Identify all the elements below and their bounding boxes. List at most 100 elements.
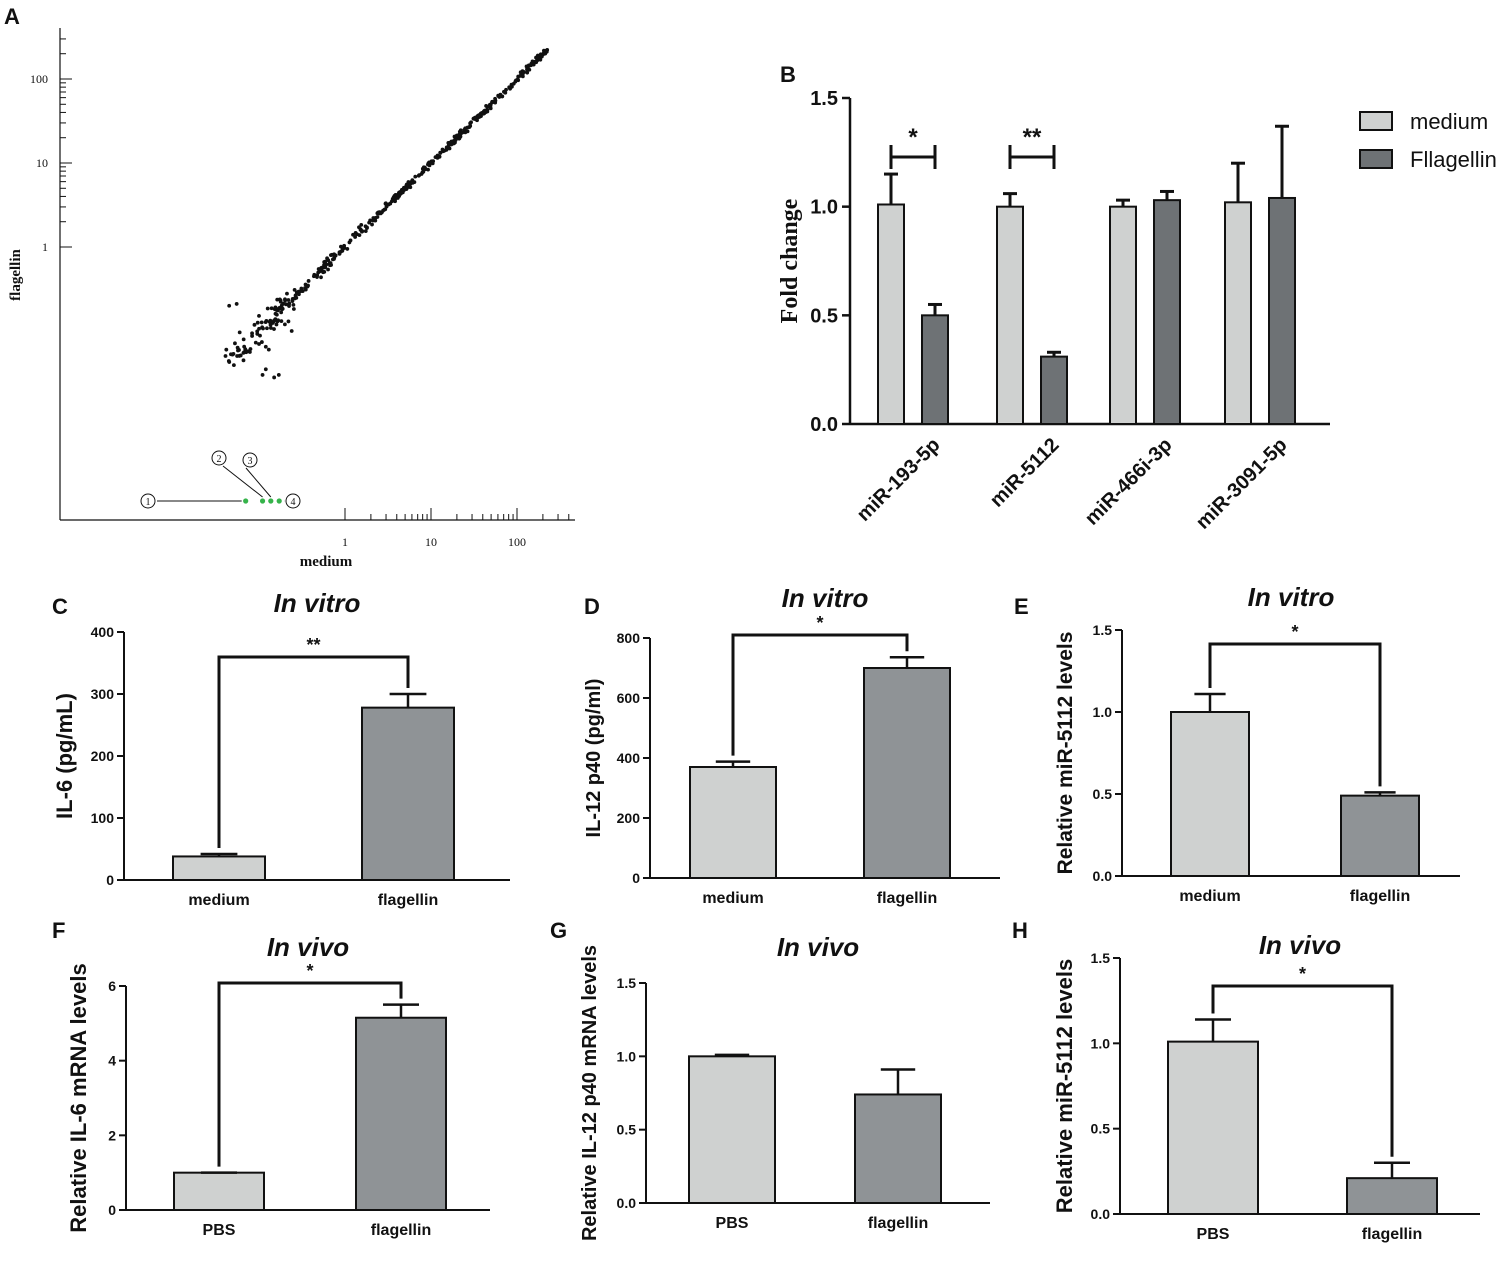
y-tick-label: 800	[617, 630, 641, 646]
scatter-point	[389, 199, 394, 204]
scatter-point-outlier	[266, 347, 271, 352]
significance-marker: *	[908, 124, 918, 151]
scatter-point	[279, 319, 284, 324]
y-tick-label: 4	[108, 1053, 116, 1069]
legend-swatch	[1359, 111, 1393, 131]
x-tick-label: flagellin	[1350, 888, 1410, 905]
scatter-point	[363, 224, 368, 229]
y-tick-label: 400	[91, 624, 115, 640]
scatter-point	[268, 323, 273, 327]
x-tick-label: flagellin	[378, 892, 438, 909]
legend-label: Fllagellin	[1410, 147, 1497, 172]
bar	[1224, 201, 1252, 425]
bar	[1170, 711, 1250, 877]
scatter-point	[370, 222, 374, 227]
scatter-point	[468, 121, 473, 126]
scatter-point	[445, 145, 450, 150]
panel-letter-h: H	[1012, 918, 1028, 943]
scatter-point	[277, 297, 282, 302]
y-tick-label: 1.0	[1093, 704, 1113, 720]
scatter-point	[473, 115, 477, 120]
scatter-point	[453, 138, 458, 142]
scatter-point	[319, 275, 323, 280]
scatter-point	[449, 139, 454, 144]
scatter-point	[508, 86, 512, 91]
scatter-point	[375, 215, 380, 219]
scatter-point	[367, 220, 372, 225]
scatter-point	[255, 320, 260, 325]
highlighted-point	[243, 498, 249, 504]
scatter-point	[381, 208, 385, 213]
scatter-point	[241, 358, 246, 363]
significance-marker: *	[1291, 622, 1298, 642]
scatter-point	[410, 180, 415, 185]
scatter-point	[534, 59, 539, 64]
y-tick-label: 100	[91, 810, 115, 826]
scatter-point	[376, 211, 381, 216]
x-axis-label: medium	[300, 554, 353, 570]
scatter-point	[323, 265, 327, 270]
scatter-point	[460, 130, 465, 135]
scatter-point	[538, 57, 543, 62]
legend-label: medium	[1410, 109, 1488, 134]
scatter-point	[490, 100, 494, 105]
scatter-point	[463, 126, 468, 131]
legend-swatch	[1359, 149, 1393, 169]
scatter-point	[493, 98, 498, 103]
scatter-point-outlier	[263, 344, 268, 349]
scatter-point	[287, 301, 292, 306]
y-tick-label: 1.0	[810, 197, 838, 219]
scatter-point-outlier	[282, 322, 287, 327]
panel-f-chart: 0 2 4 6 Relative IL-6 mRNA levels In vivo PBS f…	[66, 932, 490, 1239]
scatter-point	[237, 330, 242, 335]
scatter-point	[231, 363, 236, 368]
scatter-point	[272, 318, 277, 323]
scatter-point	[241, 337, 246, 342]
x-tick-label: flagellin	[877, 890, 937, 907]
scatter-point	[242, 344, 247, 349]
scatter-point	[419, 172, 424, 176]
scatter-point	[476, 115, 481, 120]
scatter-point	[359, 222, 364, 227]
scatter-point	[273, 311, 278, 316]
scatter-point	[454, 133, 459, 138]
panel-letter-f: F	[52, 918, 65, 943]
bar	[921, 314, 949, 426]
x-tick-label: flagellin	[1362, 1226, 1422, 1243]
scatter-point	[395, 196, 400, 200]
x-tick-label: PBS	[716, 1215, 749, 1232]
bar	[863, 667, 951, 879]
x-tick-label: 100	[508, 535, 526, 549]
y-tick-label: 1.5	[1091, 950, 1111, 966]
scatter-point-outlier	[286, 319, 291, 324]
bar	[173, 1171, 265, 1211]
y-tick-label: 200	[91, 748, 115, 764]
scatter-point	[284, 302, 288, 307]
bar	[355, 1016, 447, 1211]
scatter-point	[426, 162, 430, 167]
panel-letter-c: C	[52, 594, 68, 619]
scatter-point	[257, 313, 261, 318]
x-tick-label: PBS	[203, 1222, 236, 1239]
scatter-point	[345, 247, 350, 251]
scatter-point	[272, 327, 276, 331]
scatter-point-outlier	[272, 375, 277, 380]
scatter-point	[408, 185, 413, 190]
scatter-point	[258, 333, 262, 338]
bar	[172, 855, 266, 882]
x-tick-label: 10	[425, 535, 437, 549]
highlighted-point	[276, 498, 282, 504]
scatter-point	[484, 104, 488, 108]
callout-arrow	[245, 467, 272, 498]
y-tick-label: 0	[108, 1202, 116, 1218]
scatter-point	[291, 302, 296, 307]
x-tick-label: flagellin	[371, 1222, 431, 1239]
panel-letter-b: B	[780, 62, 796, 87]
scatter-point	[404, 186, 409, 191]
scatter-point	[235, 345, 240, 350]
scatter-point	[325, 256, 329, 261]
scatter-point	[291, 307, 296, 311]
callout-label: 4	[291, 497, 296, 508]
bar	[1109, 205, 1137, 425]
scatter-point	[306, 279, 311, 283]
